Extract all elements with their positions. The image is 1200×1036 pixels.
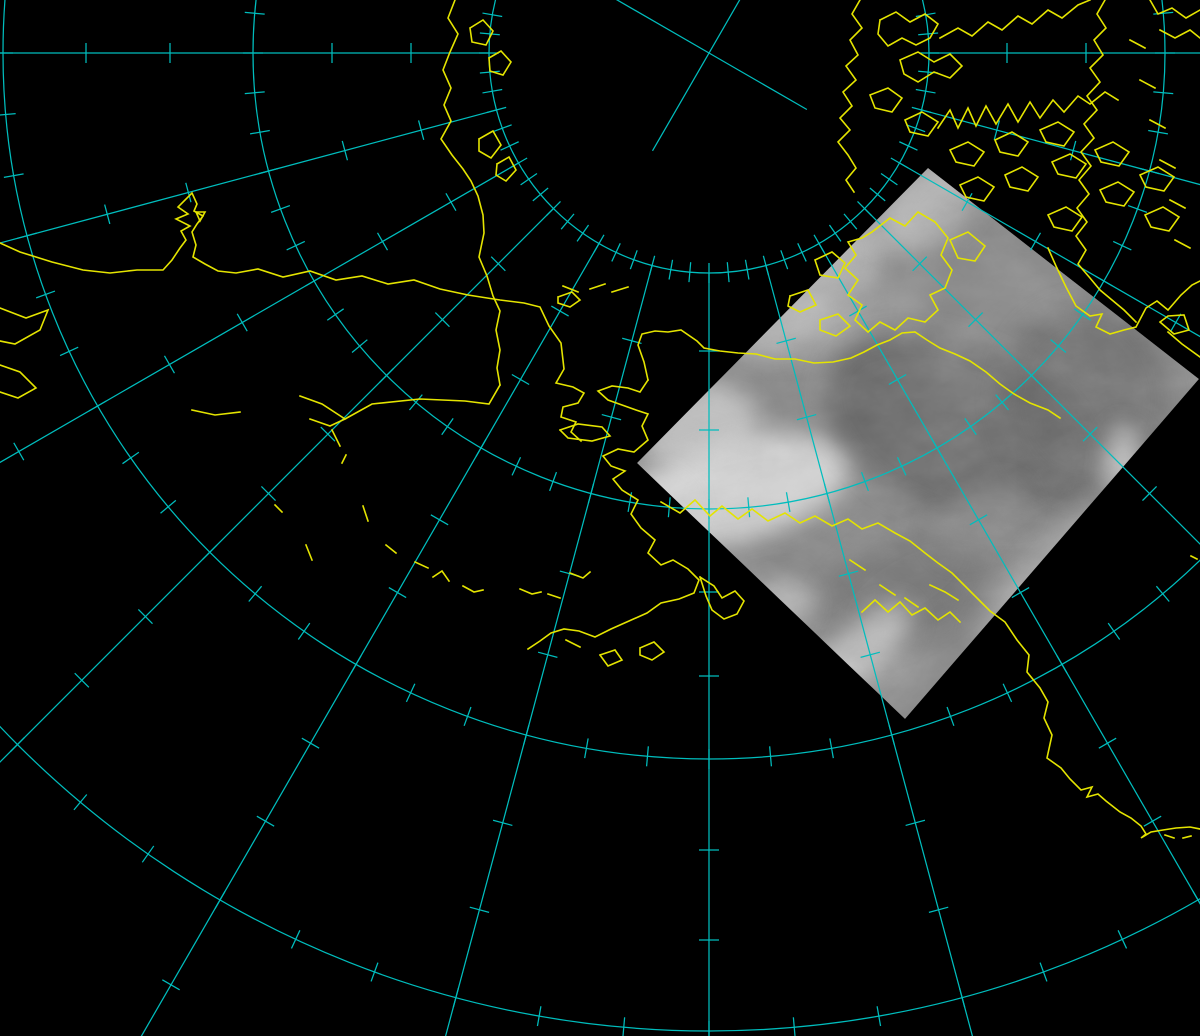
coastline-severnaya-island-1: [468, 18, 494, 46]
coastline-caa-island-3: [868, 87, 904, 113]
coastline-aleutian-dash-2: [340, 453, 348, 465]
coastline-severnaya-island-3: [477, 129, 502, 160]
coastline-caa-island-6: [993, 131, 1030, 157]
coastline-island-near-banks-1: [813, 251, 846, 279]
coastline-aleutian-dash-7: [461, 584, 484, 593]
coastline-ellesmere-fjord-comb: [936, 91, 1120, 130]
coastline-caa-island-8: [958, 176, 996, 202]
coastline-shumagin-island: [598, 649, 624, 667]
coastline-new-siberian-dash-1: [561, 284, 580, 294]
coastline-caa-island-7: [1038, 121, 1076, 147]
coastline-greenland-ne-coast-1: [1149, 0, 1200, 19]
coastline-baffin-bay-coast: [1046, 246, 1200, 335]
coastline-peninsula-dash: [564, 638, 582, 649]
coastline-se-alaska-dash-1: [848, 558, 867, 572]
coastline-bylot-ring: [1158, 314, 1191, 335]
coastline-aleutian-dash-10: [568, 570, 592, 579]
coastline-anadyr-coast: [343, 383, 502, 421]
coastline-chukotka-west-blob-1: [0, 307, 50, 345]
coastline-severnaya-island-2: [487, 49, 512, 76]
coastline-aleutian-dash-12: [304, 543, 314, 562]
coastline-aleutian-dash-8: [518, 587, 542, 595]
coastline-taymyr-coast: [440, 0, 501, 386]
coastline-ellesmere-north-coast: [938, 0, 1092, 40]
coastline-aleutian-dash-1: [330, 428, 342, 448]
coastline-caa-island-5: [948, 141, 986, 167]
coastline-aleutian-dash-4: [384, 543, 398, 555]
coastline-new-siberian-dash-2: [588, 282, 607, 291]
coastline-caa-island-10: [1050, 153, 1088, 179]
coastline-gulf-of-alaska-coast: [659, 498, 1200, 839]
coastline-se-alaska-dash-4: [928, 583, 960, 602]
coastline-banks-island: [843, 210, 953, 334]
coastline-st-lawrence-island: [558, 423, 612, 442]
coastline-layer: [0, 0, 1200, 840]
coastline-greenland-fjord-5: [1168, 198, 1187, 210]
coastline-greenland-fjord-4: [1158, 158, 1177, 170]
coastline-caa-island-11: [1093, 141, 1131, 167]
coastline-aleutian-dash-5: [413, 560, 430, 570]
coastline-caa-island-2: [898, 51, 964, 83]
coastline-caa-island-15: [1046, 206, 1084, 232]
coastline-chukotka-south-dash: [191, 409, 241, 416]
coastline-bc-island-dash-1: [1163, 833, 1176, 840]
coastline-island-near-banks-3: [948, 231, 987, 262]
coastline-alaska-north-coast: [637, 329, 1062, 420]
coastline-aleutian-dash-3: [361, 504, 370, 523]
coastline-aleutian-dash-9: [546, 592, 562, 600]
coastline-island-near-banks-2: [787, 289, 818, 313]
coastline-greenland-fjord-6: [1173, 238, 1192, 250]
coastline-se-alaska-dash-2: [878, 583, 897, 597]
coastline-caa-island-9: [1003, 166, 1040, 192]
coastline-se-alaska-dash-3: [903, 596, 920, 609]
coastline-severnaya-island-4: [495, 155, 517, 183]
coastline-new-siberian-dash-3: [610, 285, 630, 294]
coastline-caa-island-13: [1138, 166, 1176, 192]
coastline-aleutian-dash-11: [273, 503, 284, 514]
coastline-bc-island-dash-2: [1182, 835, 1192, 839]
coastline-island-near-banks-4: [818, 313, 852, 337]
coastline-wrangel-eye-island: [194, 210, 207, 223]
coastline-caa-island-4: [903, 111, 940, 137]
coastline-caa-island-1: [877, 11, 940, 48]
coastline-caa-island-12: [1098, 181, 1136, 207]
coastline-siberia-arctic-coast: [0, 191, 586, 443]
coastline-se-alaska-archipelago: [860, 598, 962, 624]
coastline-baffin-dash: [1189, 554, 1199, 561]
coastline-greenland-ne-coast-2: [1158, 28, 1200, 40]
coastline-greenland-fjord-1: [1128, 38, 1147, 50]
coastline-baffin-exit-coast: [1166, 330, 1200, 358]
coastline-anadyr-bay: [298, 394, 347, 427]
coastline-kodiak-island: [638, 641, 666, 661]
coastline-greenland-west-coast: [1075, 0, 1138, 324]
coastline-chukotka-west-blob-2: [0, 364, 38, 399]
coastline-east-cape-island: [556, 291, 582, 308]
coastline-seward-west-alaska-coast: [526, 378, 700, 651]
coastline-greenland-fjord-2: [1138, 78, 1157, 90]
coastline-aleutian-dash-6: [431, 569, 451, 583]
coastline-caa-island-14: [1143, 206, 1181, 232]
coastline-kenai-cook-inlet: [698, 575, 745, 620]
coastline-axel-west-coast: [836, 0, 864, 194]
coastline-greenland-fjord-3: [1148, 118, 1167, 130]
